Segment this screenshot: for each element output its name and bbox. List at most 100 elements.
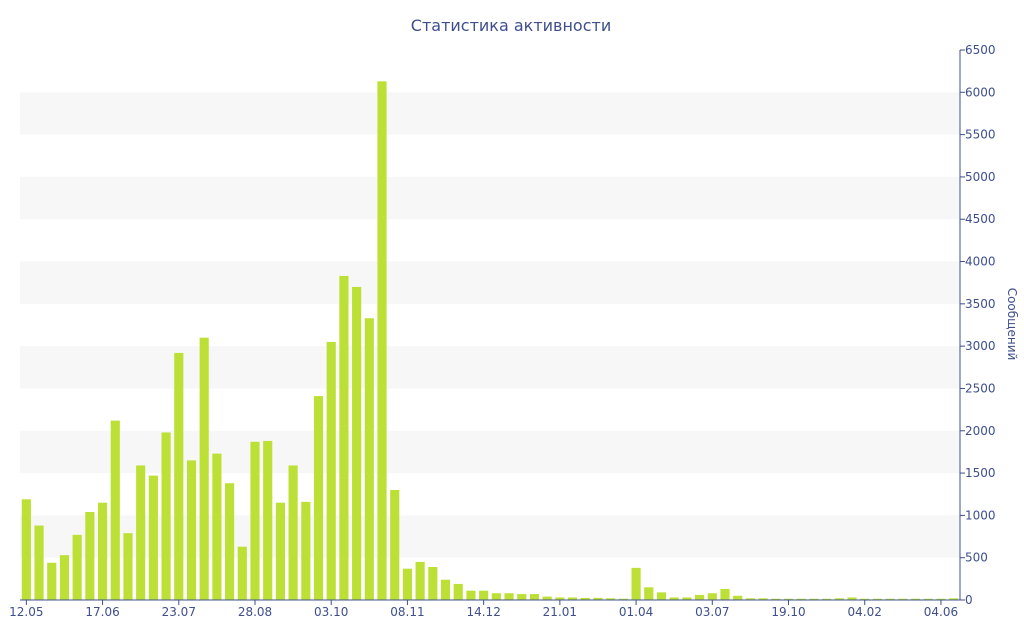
bar [847,597,857,600]
y-tick-label: 3000 [965,339,996,353]
bars-group [21,81,959,601]
grid-band [20,176,960,220]
bar [339,275,349,600]
bar [923,598,933,600]
x-tick-label: 19.10 [771,605,805,619]
bar [85,512,95,600]
x-axis: 12.05 17.06 23.07 28.08 03.10 08.11 14.12 21.01… [9,599,960,619]
bar [72,534,82,600]
bar [199,337,209,600]
grid-band [20,261,960,304]
bar [656,592,667,600]
bar [618,598,628,600]
bar [364,318,374,600]
bar [949,598,959,600]
bar [237,546,247,600]
bar [250,441,260,600]
x-tick-label: 04.02 [848,605,882,619]
bar [225,483,235,600]
bar [174,352,184,600]
bar [644,587,654,600]
y-tick-label: 500 [965,551,988,565]
bar [555,597,565,600]
bar [783,598,794,600]
bar [440,579,451,600]
x-tick-label: 03.10 [314,605,348,619]
bar [377,81,387,601]
bar [872,598,883,600]
bar [631,567,641,600]
x-tick-label: 12.05 [9,605,43,619]
bar [428,567,438,600]
bar [745,598,755,600]
bar [771,598,781,600]
bar [390,490,400,600]
bar [860,598,870,600]
bar [567,597,578,600]
x-tick-label: 03.07 [695,605,729,619]
bar [910,598,921,600]
grid-band [20,92,960,135]
bar [34,525,44,600]
bar [504,593,514,600]
y-tick-label: 0 [965,593,973,607]
bar [186,460,197,600]
x-tick-label: 01.04 [619,605,653,619]
bar [733,595,743,600]
y-tick-label: 1000 [965,508,996,522]
bar [288,465,298,600]
y-tick-label: 6000 [965,85,996,99]
bar [47,562,57,600]
bar [301,501,311,600]
bar [97,502,108,600]
bar [885,598,895,600]
chart-title: Статистика активности [411,16,611,35]
x-tick-label: 21.01 [543,605,577,619]
y-tick-label: 5000 [965,170,996,184]
grid-bands [20,92,960,558]
bar [21,499,31,600]
bar [466,590,476,600]
bar [593,597,603,600]
x-tick-label: 08.11 [390,605,424,619]
bar [669,597,679,600]
bar [402,568,413,600]
y-tick-label: 2500 [965,381,996,395]
bar [263,440,273,600]
bar [275,502,285,600]
bar [352,286,362,600]
y-tick-label: 5500 [965,128,996,142]
bar [453,583,463,600]
y-tick-label: 4500 [965,212,996,226]
grid-band [20,346,960,389]
x-tick-label: 23.07 [162,605,196,619]
x-tick-label: 17.06 [85,605,119,619]
bar [161,432,171,600]
bar [59,555,70,600]
bar [529,594,540,600]
bar [313,396,324,600]
grid-band [20,515,960,558]
bar [796,598,806,600]
y-tick-label: 6500 [965,43,996,57]
bar [834,598,844,600]
bar [123,533,133,600]
bar [415,561,425,600]
bar [822,598,832,600]
bar [212,453,222,600]
grid-band [20,430,960,474]
y-axis: 0 500 1000 1500 2000 2500 3000 3500 4000 4500 5000… [959,43,996,607]
y-tick-label: 4000 [965,255,996,269]
bar [606,598,616,600]
bar [898,598,908,600]
y-tick-label: 1500 [965,466,996,480]
bar [136,465,146,600]
bar [110,420,120,600]
bar [326,341,336,600]
x-tick-label: 28.08 [238,605,272,619]
bar [491,593,501,600]
y-tick-label: 3500 [965,297,996,311]
bar [758,598,768,600]
x-tick-label: 14.12 [466,605,500,619]
x-tick-label: 04.06 [924,605,958,619]
